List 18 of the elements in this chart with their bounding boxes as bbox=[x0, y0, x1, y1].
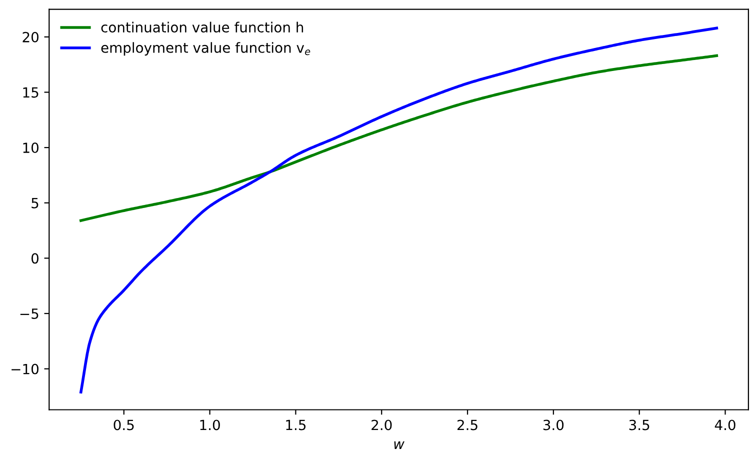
y-tick-label: 15 bbox=[23, 87, 38, 98]
legend-label: continuation value function h bbox=[101, 22, 304, 33]
y-tick-label: 10 bbox=[23, 142, 38, 154]
x-tick-label: 3.0 bbox=[543, 420, 564, 430]
x-tick-label: 2.5 bbox=[457, 420, 478, 430]
x-tick-label: 1.0 bbox=[200, 420, 220, 430]
x-tick-label: 2.0 bbox=[372, 420, 392, 430]
y-tick-label: 0 bbox=[31, 253, 38, 264]
y-tick-label: 5 bbox=[32, 198, 38, 208]
x-tick-label: 4.0 bbox=[714, 420, 736, 430]
x-tick-label: 0.5 bbox=[114, 420, 134, 430]
y-tick-label: −10 bbox=[12, 364, 38, 374]
y-tick-label: 20 bbox=[22, 32, 38, 42]
legend-label: employment value function v$_{e}$ bbox=[101, 42, 310, 56]
y-tick-label: −5 bbox=[20, 308, 38, 319]
x-axis-title: w bbox=[394, 441, 404, 450]
x-tick-label: 1.5 bbox=[286, 420, 306, 430]
x-tick-label: 3.5 bbox=[629, 420, 650, 430]
